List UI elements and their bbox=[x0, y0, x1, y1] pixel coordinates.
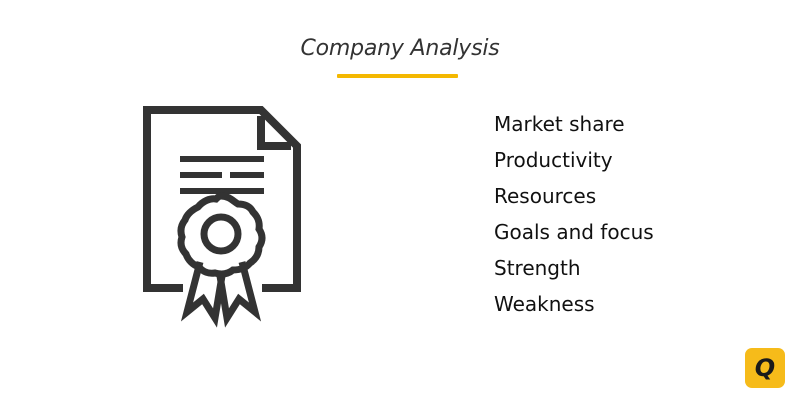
logo-letter: Q bbox=[754, 353, 776, 382]
list-item: Goals and focus bbox=[494, 220, 654, 244]
list-item: Resources bbox=[494, 184, 597, 208]
title-underline bbox=[337, 74, 458, 78]
list-item: Productivity bbox=[494, 148, 613, 172]
q-logo-icon: Q bbox=[745, 348, 785, 388]
page-title: Company Analysis bbox=[300, 36, 500, 61]
list-item: Weakness bbox=[494, 292, 595, 316]
certificate-document-icon bbox=[143, 106, 301, 328]
list-item: Strength bbox=[494, 256, 581, 280]
list-item: Market share bbox=[494, 112, 625, 136]
analysis-items-list: Market share Productivity Resources Goal… bbox=[494, 106, 654, 322]
